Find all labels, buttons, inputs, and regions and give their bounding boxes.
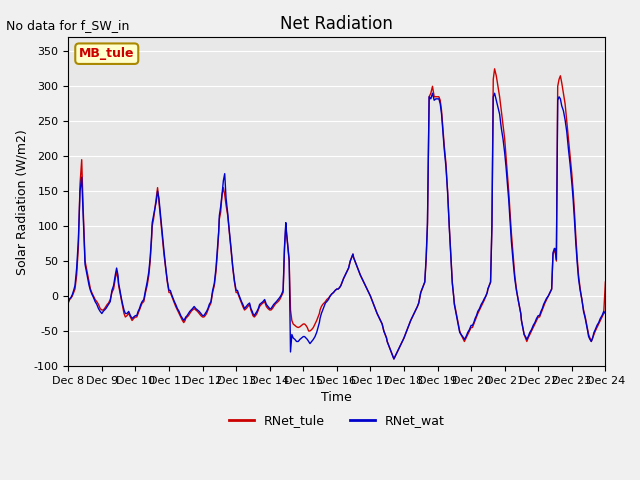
RNet_tule — [244, 304, 252, 310]
RNet_wat — [390, 356, 397, 362]
RNet_tule — [339, 279, 346, 285]
RNet_tule — [602, 279, 609, 285]
Title: Net Radiation: Net Radiation — [280, 15, 393, 33]
RNet_wat — [88, 291, 95, 297]
Legend: RNet_tule, RNet_wat: RNet_tule, RNet_wat — [224, 409, 450, 432]
Line: RNet_tule: RNet_tule — [68, 69, 605, 359]
RNet_wat — [429, 90, 436, 96]
RNet_tule — [526, 332, 534, 337]
X-axis label: Time: Time — [321, 391, 352, 404]
RNet_tule — [491, 66, 499, 72]
RNet_tule — [390, 356, 397, 362]
RNet_tule — [65, 300, 72, 306]
RNet_tule — [298, 323, 305, 328]
RNet_wat — [65, 299, 72, 304]
RNet_tule — [76, 181, 84, 187]
RNet_wat — [298, 335, 305, 341]
Line: RNet_wat: RNet_wat — [68, 93, 605, 359]
RNet_wat — [602, 311, 609, 316]
Text: No data for f_SW_in: No data for f_SW_in — [6, 19, 130, 32]
RNet_wat — [526, 329, 534, 335]
RNet_wat — [244, 301, 252, 307]
RNet_wat — [76, 188, 84, 194]
Text: MB_tule: MB_tule — [79, 47, 134, 60]
Y-axis label: Solar Radiation (W/m2): Solar Radiation (W/m2) — [15, 129, 28, 275]
RNet_tule — [88, 289, 95, 295]
RNet_wat — [339, 279, 346, 285]
